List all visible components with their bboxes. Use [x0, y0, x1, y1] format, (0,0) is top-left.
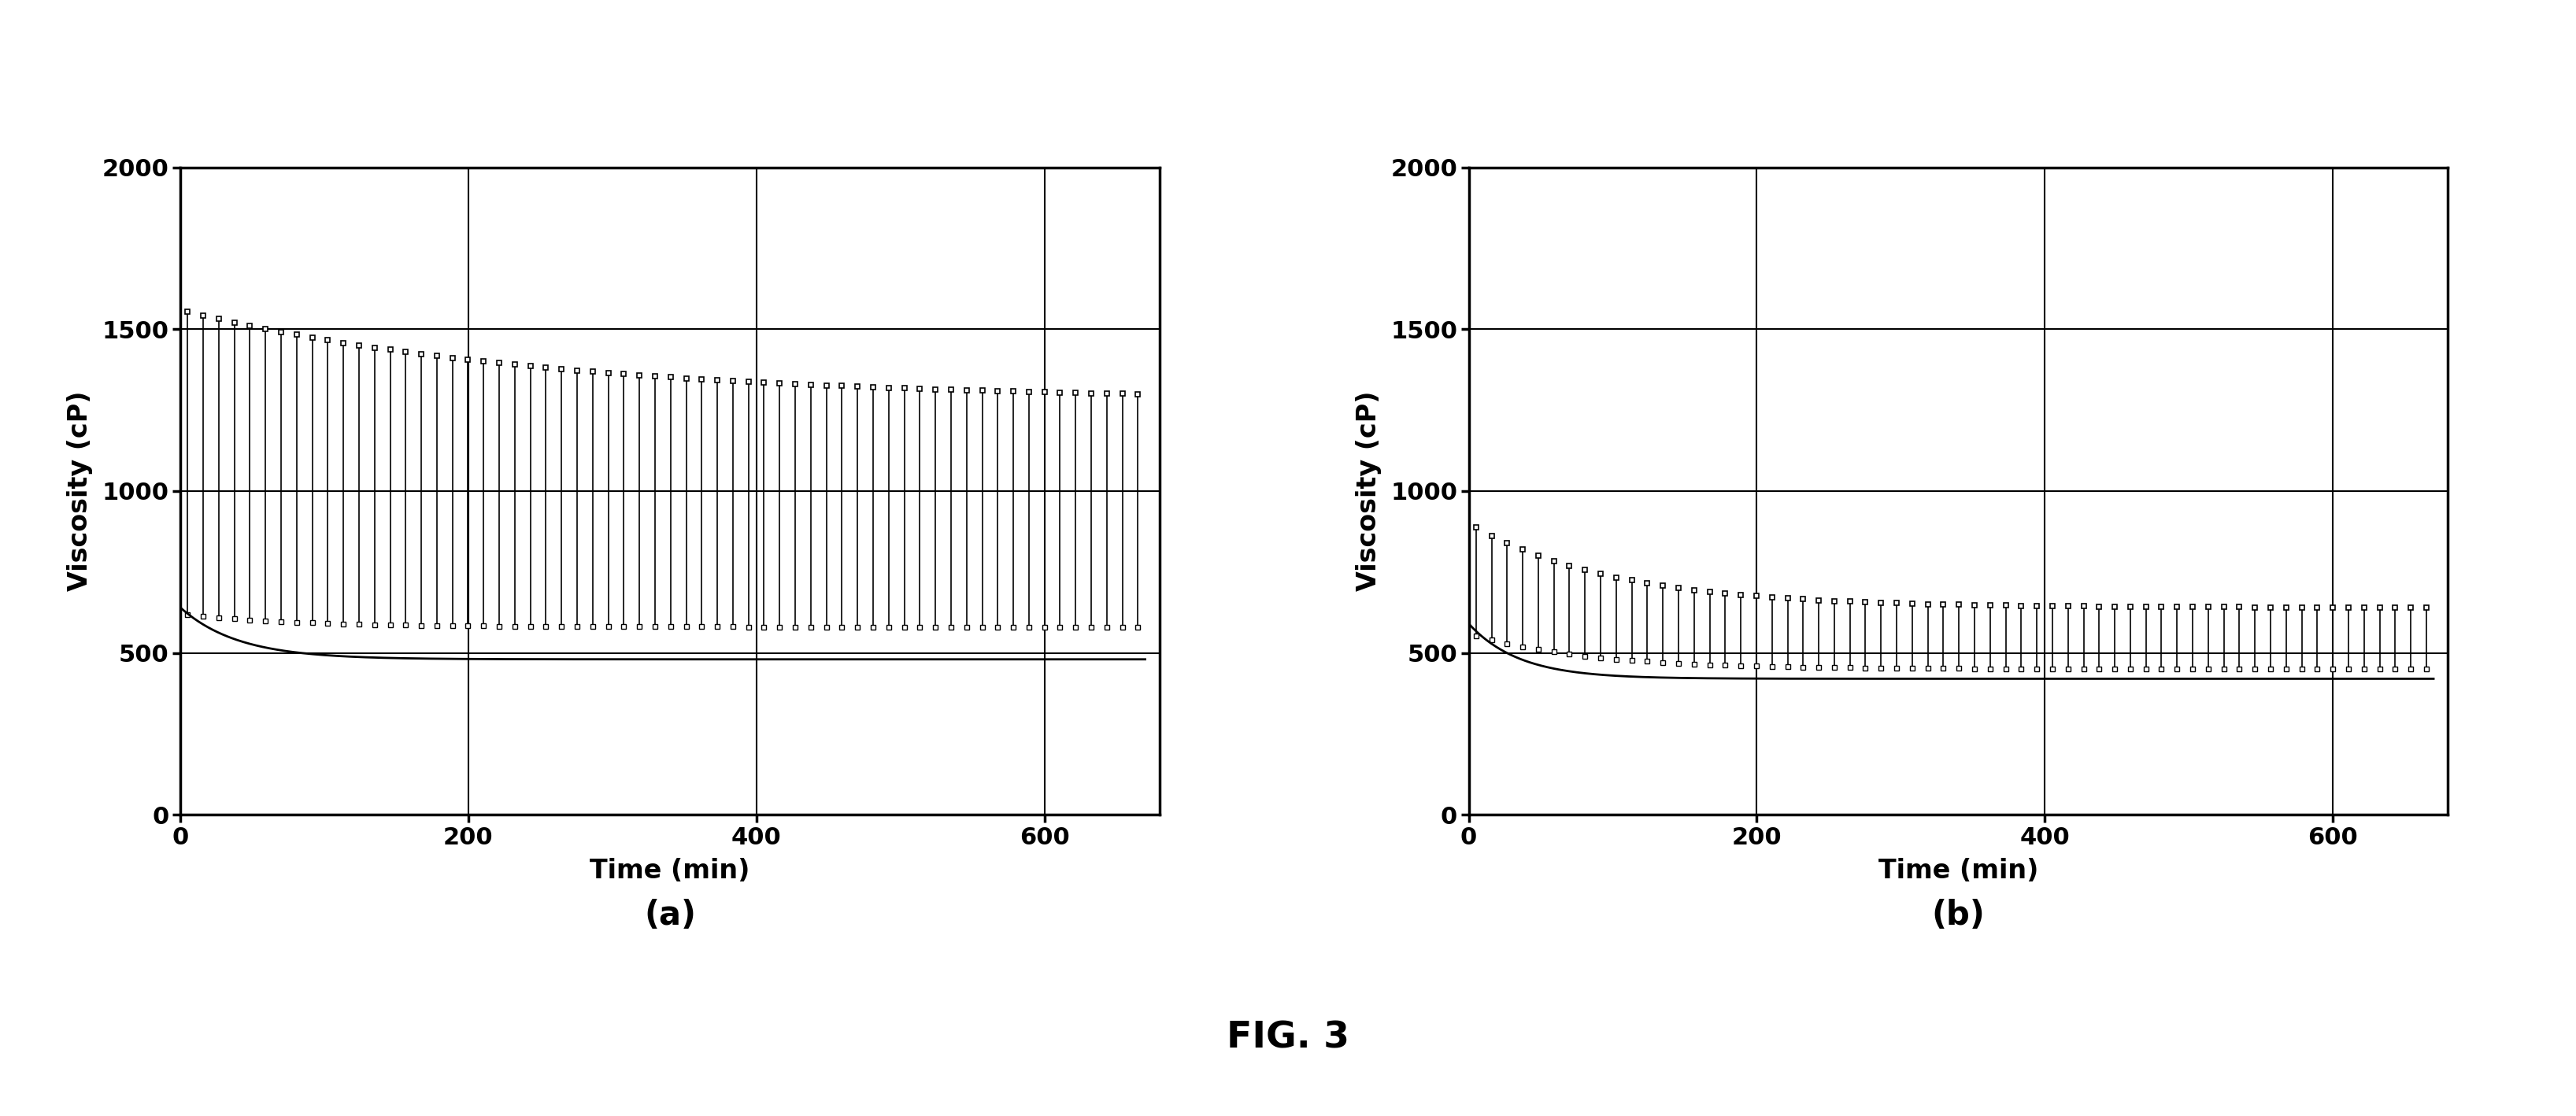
Text: (b): (b): [1932, 898, 1984, 932]
Text: FIG. 3: FIG. 3: [1226, 1020, 1350, 1056]
Text: (a): (a): [644, 898, 696, 932]
X-axis label: Time (min): Time (min): [1878, 858, 2038, 884]
Y-axis label: Viscosity (cP): Viscosity (cP): [1355, 391, 1381, 591]
X-axis label: Time (min): Time (min): [590, 858, 750, 884]
Y-axis label: Viscosity (cP): Viscosity (cP): [67, 391, 93, 591]
